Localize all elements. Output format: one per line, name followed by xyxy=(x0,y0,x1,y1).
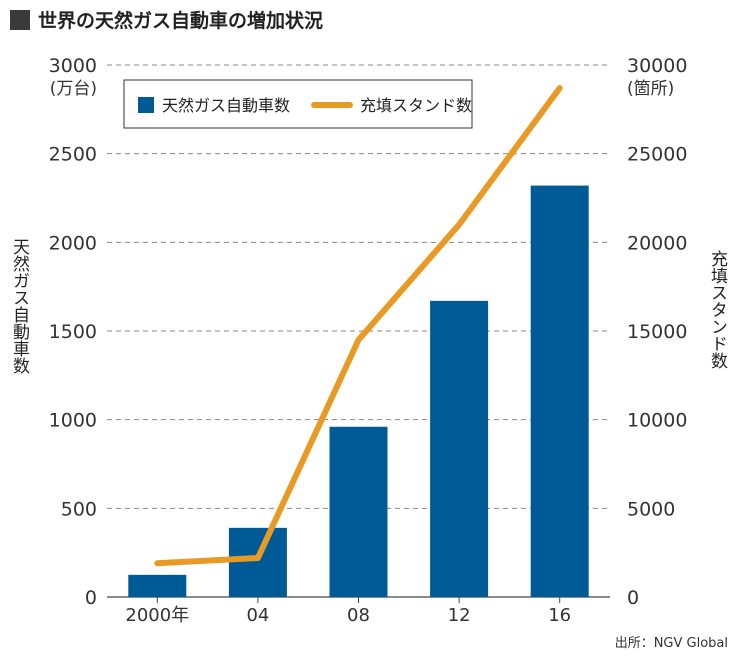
title-text: 世界の天然ガス自動車の増加状況 xyxy=(38,10,324,32)
y-left-axis-label: 天然ガス自動車数 xyxy=(9,238,29,374)
y-right-tick-label: 15000 xyxy=(627,321,687,343)
y-left-unit: (万台) xyxy=(50,79,97,99)
y-right-tick-label: 20000 xyxy=(627,232,687,254)
legend-bar-label: 天然ガス自動車数 xyxy=(162,96,290,115)
y-left-tick-label: 0 xyxy=(85,587,97,609)
legend-bar-swatch xyxy=(138,97,154,113)
source-note: 出所：NGV Global xyxy=(614,636,728,651)
legend-box xyxy=(123,79,473,129)
y-left-tick-label: 1000 xyxy=(49,410,97,432)
title-square-icon xyxy=(10,9,30,30)
legend-line-label: 充填スタンド数 xyxy=(360,96,472,115)
x-tick-label: 2000年 xyxy=(125,605,189,626)
chart-title: 世界の天然ガス自動車の増加状況 xyxy=(10,6,323,33)
bar xyxy=(530,185,589,597)
x-tick-label: 04 xyxy=(246,605,269,626)
y-right-axis-label: 充填スタンド数 xyxy=(707,250,727,369)
y-right-tick-label: 5000 xyxy=(627,498,675,520)
y-left-tick-label: 3000 xyxy=(49,55,97,77)
bar xyxy=(430,300,489,597)
bar xyxy=(128,574,187,597)
y-right-tick-label: 30000 xyxy=(627,55,687,77)
y-left-tick-label: 1500 xyxy=(49,321,97,343)
y-right-tick-label: 25000 xyxy=(627,144,687,166)
bar xyxy=(228,527,287,597)
x-tick-label: 12 xyxy=(448,605,471,626)
y-right-tick-label: 0 xyxy=(627,587,639,609)
bar xyxy=(329,426,388,597)
y-left-tick-label: 2000 xyxy=(49,232,97,254)
x-tick-label: 16 xyxy=(548,605,571,626)
y-left-tick-label: 500 xyxy=(61,498,97,520)
y-right-tick-label: 10000 xyxy=(627,410,687,432)
y-right-unit: (箇所) xyxy=(627,79,674,99)
y-left-tick-label: 2500 xyxy=(49,144,97,166)
x-tick-label: 08 xyxy=(347,605,370,626)
